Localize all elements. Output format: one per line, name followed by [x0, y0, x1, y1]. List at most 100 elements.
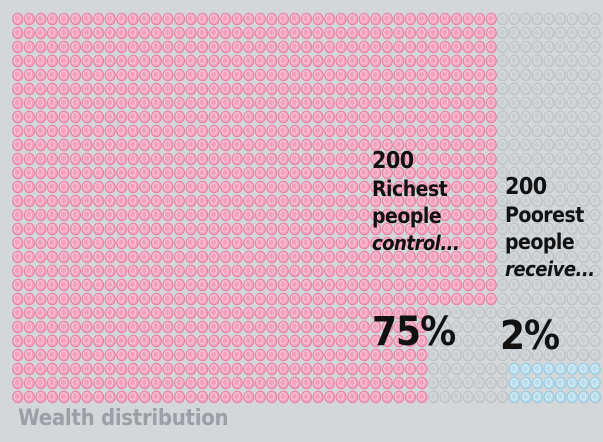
- richest-coin-rim: [325, 196, 333, 205]
- richest-coin-rim: [290, 238, 298, 247]
- richest-coin-rim: [314, 392, 321, 401]
- richest-coin-rim: [290, 56, 298, 65]
- richest-coin-rim: [233, 98, 241, 107]
- remainder-coin-rim: [521, 84, 529, 93]
- richest-coin-rim: [464, 84, 472, 93]
- richest-coin-rim: [360, 140, 368, 149]
- richest-coin-rim: [129, 266, 137, 275]
- richest-coin-rim: [441, 84, 448, 93]
- richest-coin-rim: [59, 98, 67, 107]
- richest-coin-rim: [314, 196, 321, 205]
- remainder-coin-rim: [533, 126, 541, 135]
- richest-coin-rim: [348, 252, 356, 261]
- richest-coin-rim: [394, 252, 402, 261]
- richest-coin-rim: [452, 154, 460, 163]
- richest-coin-rim: [279, 196, 287, 205]
- remainder-coin-rim: [533, 224, 541, 233]
- richest-coin-rim: [233, 14, 241, 23]
- richest-coin-rim: [129, 308, 137, 317]
- richest-coin-rim: [59, 154, 67, 163]
- richest-coin-rim: [59, 252, 67, 261]
- remainder-coin-rim: [579, 140, 587, 149]
- richest-coin-rim: [337, 14, 344, 23]
- richest-coin-rim: [487, 238, 495, 247]
- richest-coin-rim: [221, 154, 229, 163]
- richest-coin-rim: [210, 70, 217, 79]
- remainder-coin-rim: [556, 56, 564, 65]
- richest-coin-rim: [210, 350, 217, 359]
- richest-coin-rim: [187, 154, 194, 163]
- richest-coin-rim: [302, 126, 310, 135]
- richest-coin-rim: [441, 42, 448, 51]
- richest-coin-rim: [163, 224, 171, 233]
- richest-coin-rim: [279, 56, 287, 65]
- richest-coin-rim: [187, 70, 194, 79]
- richest-coin-rim: [418, 28, 425, 37]
- richest-coin-rim: [106, 70, 113, 79]
- richest-coin-rim: [163, 378, 171, 387]
- remainder-coin-rim: [545, 28, 552, 37]
- richest-coin-rim: [394, 210, 402, 219]
- richest-coin-rim: [163, 168, 171, 177]
- remainder-coin-rim: [579, 280, 587, 289]
- richest-coin-rim: [279, 112, 287, 121]
- richest-coin-rim: [256, 266, 264, 275]
- remainder-coin-rim: [591, 98, 599, 107]
- remainder-coin-rim: [521, 252, 529, 261]
- richest-coin-rim: [71, 84, 79, 93]
- richest-coin-rim: [406, 126, 414, 135]
- richest-coin-rim: [13, 140, 21, 149]
- richest-coin-rim: [429, 266, 437, 275]
- richest-coin-rim: [221, 70, 229, 79]
- richest-coin-rim: [267, 168, 275, 177]
- remainder-coin-rim: [464, 322, 472, 331]
- richest-coin-rim: [48, 140, 56, 149]
- richest-coin-rim: [83, 56, 90, 65]
- richest-coin-rim: [13, 364, 21, 373]
- poorest-coin-rim: [533, 378, 541, 387]
- richest-coin-rim: [314, 336, 321, 345]
- richest-coin-rim: [475, 224, 483, 233]
- remainder-coin-rim: [510, 56, 518, 65]
- richest-coin-rim: [94, 196, 102, 205]
- richest-coin-rim: [302, 392, 310, 401]
- richest-coin-rim: [256, 364, 264, 373]
- richest-coin-rim: [83, 252, 90, 261]
- richest-coin-rim: [441, 168, 448, 177]
- remainder-coin-rim: [510, 308, 518, 317]
- remainder-coin-rim: [521, 14, 529, 23]
- richest-coin-rim: [452, 210, 460, 219]
- richest-coin-rim: [13, 126, 21, 135]
- richest-coin-rim: [383, 364, 391, 373]
- richest-coin-rim: [337, 140, 344, 149]
- richest-coin-rim: [302, 224, 310, 233]
- richest-coin-rim: [71, 252, 79, 261]
- richest-coin-rim: [163, 126, 171, 135]
- remainder-coin-rim: [475, 378, 483, 387]
- remainder-coin-rim: [521, 224, 529, 233]
- richest-coin-rim: [452, 224, 460, 233]
- richest-coin-rim: [221, 210, 229, 219]
- richest-coin-rim: [25, 140, 33, 149]
- remainder-coin-rim: [521, 308, 529, 317]
- remainder-coin-rim: [591, 84, 599, 93]
- richest-coin-rim: [163, 42, 171, 51]
- richest-coin-rim: [279, 336, 287, 345]
- richest-coin-rim: [210, 252, 217, 261]
- richest-coin-rim: [83, 14, 90, 23]
- richest-label-line-1: Richest: [372, 177, 448, 201]
- richest-coin-rim: [71, 42, 79, 51]
- remainder-coin-rim: [510, 224, 518, 233]
- richest-coin-rim: [25, 308, 33, 317]
- remainder-coin-rim: [556, 182, 564, 191]
- richest-coin-rim: [337, 294, 344, 303]
- richest-coin-rim: [13, 336, 21, 345]
- richest-coin-rim: [175, 308, 183, 317]
- richest-coin-rim: [267, 196, 275, 205]
- richest-coin-rim: [25, 210, 33, 219]
- richest-coin-rim: [129, 126, 137, 135]
- richest-coin-rim: [418, 308, 425, 317]
- richest-coin-rim: [187, 238, 194, 247]
- richest-coin-rim: [325, 112, 333, 121]
- richest-coin-rim: [302, 266, 310, 275]
